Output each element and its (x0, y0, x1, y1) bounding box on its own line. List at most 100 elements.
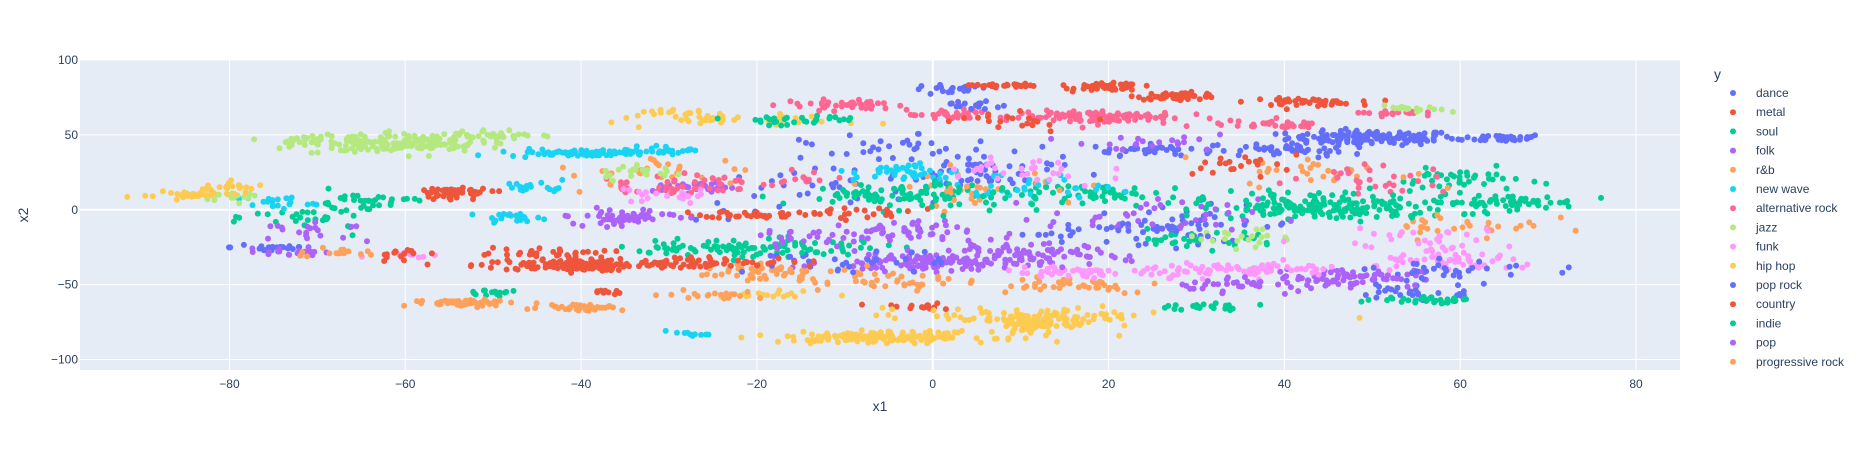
data-point (1197, 267, 1204, 273)
series-progressive-rock (297, 244, 974, 314)
legend-item[interactable]: soul (1730, 124, 1778, 138)
legend-item[interactable]: metal (1730, 105, 1785, 119)
data-point (1022, 80, 1029, 87)
data-point (965, 82, 972, 89)
data-point (1055, 159, 1062, 166)
data-point (1069, 110, 1076, 117)
data-point (1065, 183, 1072, 190)
data-point (939, 88, 946, 95)
legend-item[interactable]: alternative rock (1730, 201, 1838, 215)
legend-item[interactable]: progressive rock (1730, 355, 1845, 369)
legend-item[interactable]: dance (1730, 86, 1789, 100)
data-point (401, 143, 408, 150)
data-point (896, 207, 903, 214)
data-point (1065, 173, 1072, 180)
data-point (1483, 235, 1490, 242)
legend[interactable]: dance metal soul folk r&b new wave alternative… (1730, 86, 1845, 369)
data-point (1272, 122, 1279, 129)
data-point (369, 140, 376, 146)
legend-item[interactable]: folk (1730, 144, 1776, 158)
data-point (993, 335, 1000, 342)
data-point (981, 106, 988, 112)
data-point (871, 271, 878, 278)
data-point (951, 197, 957, 203)
data-point (820, 251, 827, 258)
data-point (1009, 115, 1016, 122)
legend-item[interactable]: pop rock (1730, 278, 1803, 292)
data-point (1170, 194, 1177, 201)
data-point (787, 228, 794, 235)
data-point (760, 181, 767, 188)
legend-item[interactable]: r&b (1730, 163, 1775, 177)
data-point (1519, 264, 1526, 271)
data-point (940, 280, 947, 287)
data-point (1069, 229, 1076, 236)
data-point (340, 246, 347, 253)
data-point (878, 187, 885, 194)
data-point (664, 193, 671, 200)
data-point (405, 153, 412, 160)
data-point (1473, 237, 1480, 244)
data-point (1459, 224, 1466, 231)
legend-item[interactable]: pop (1730, 336, 1776, 350)
data-point (1329, 132, 1336, 138)
data-point (1079, 124, 1086, 131)
data-point (1198, 203, 1205, 210)
data-point (759, 193, 766, 200)
data-point (961, 247, 968, 254)
data-point (1399, 259, 1406, 266)
data-point (691, 185, 698, 192)
data-point (937, 170, 944, 177)
data-point (921, 248, 928, 255)
data-point (1322, 282, 1329, 289)
data-point (1006, 256, 1013, 263)
data-point (609, 266, 615, 273)
data-point (406, 135, 412, 142)
data-point (1050, 170, 1057, 177)
data-point (879, 304, 886, 311)
data-point (1415, 291, 1422, 298)
data-point (872, 191, 879, 198)
data-point (1096, 224, 1103, 231)
data-point (713, 237, 720, 244)
data-point (971, 200, 978, 206)
data-point (1245, 158, 1252, 165)
data-point (906, 141, 913, 148)
data-point (642, 257, 649, 264)
legend-item[interactable]: indie (1730, 316, 1782, 330)
data-point (885, 242, 892, 249)
data-point (1175, 265, 1182, 272)
data-point (882, 105, 889, 112)
data-point (1277, 268, 1284, 275)
data-point (1361, 266, 1368, 273)
data-point (1506, 207, 1513, 214)
data-point (536, 245, 543, 252)
data-point (809, 331, 815, 338)
data-point (1004, 114, 1011, 121)
legend-item[interactable]: new wave (1730, 182, 1810, 196)
legend-item[interactable]: jazz (1730, 220, 1777, 234)
data-point (580, 266, 587, 273)
legend-item[interactable]: funk (1730, 240, 1780, 254)
data-point (778, 234, 785, 241)
data-point (1373, 135, 1380, 142)
data-point (1004, 189, 1011, 196)
data-point (1400, 178, 1407, 185)
data-point (644, 195, 651, 202)
data-point (765, 260, 772, 267)
data-point (1140, 96, 1147, 103)
data-point (929, 150, 936, 157)
data-point (1256, 184, 1263, 191)
data-point (859, 234, 865, 241)
data-point (435, 192, 442, 199)
data-point (1238, 283, 1245, 290)
data-point (800, 288, 807, 295)
legend-item[interactable]: hip hop (1730, 259, 1796, 273)
data-point (963, 261, 969, 268)
data-point (988, 194, 995, 201)
data-point (674, 235, 681, 242)
legend-item[interactable]: country (1730, 297, 1795, 311)
y-axis-title: x2 (15, 207, 31, 222)
data-point (1144, 225, 1151, 232)
data-point (1259, 226, 1266, 233)
